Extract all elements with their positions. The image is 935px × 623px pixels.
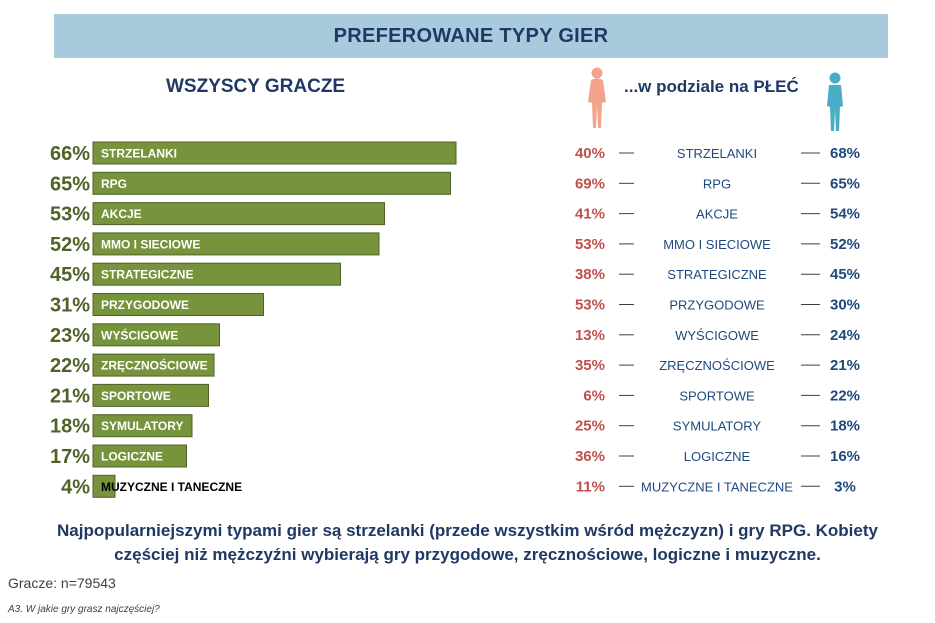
bar-value-label: 31%	[50, 295, 90, 317]
male-value: 65%	[830, 175, 860, 192]
female-value: 69%	[575, 175, 605, 192]
survey-question-note: A3. W jakie gry grasz najczęściej?	[8, 604, 160, 615]
table-category-label: MMO I SIECIOWE	[663, 237, 771, 252]
bar-value-label: 18%	[50, 416, 90, 438]
page-title: PREFEROWANE TYPY GIER	[333, 24, 609, 47]
table-category-label: SYMULATORY	[673, 419, 761, 434]
male-value: 16%	[830, 448, 860, 465]
bar-category-label: SPORTOWE	[101, 389, 171, 403]
female-value: 40%	[575, 145, 605, 162]
female-value: 36%	[575, 448, 605, 465]
table-category-label: ZRĘCZNOŚCIOWE	[659, 358, 775, 373]
female-value: 53%	[575, 236, 605, 253]
table-category-label: STRZELANKI	[677, 146, 757, 161]
female-value: 53%	[575, 297, 605, 314]
bar-value-label: 66%	[50, 143, 90, 165]
bar	[92, 232, 380, 256]
male-value: 52%	[830, 236, 860, 253]
bar	[92, 383, 209, 407]
bar-category-label: MMO I SIECIOWE	[101, 237, 200, 251]
right-chart-subtitle: ...w podziale na PŁEĆ	[624, 77, 799, 96]
bar-category-label: STRATEGICZNE	[101, 268, 193, 282]
bar	[92, 474, 116, 498]
table-category-label: LOGICZNE	[684, 449, 751, 464]
bar-category-label: AKCJE	[101, 207, 142, 221]
bar-value-label: 23%	[50, 325, 90, 347]
female-value: 6%	[583, 387, 605, 404]
bar	[92, 414, 193, 438]
bar-value-label: 22%	[50, 355, 90, 377]
bar-category-label: ZRĘCZNOŚCIOWE	[101, 358, 208, 373]
male-silhouette-icon	[827, 72, 843, 131]
male-value: 3%	[834, 478, 856, 495]
male-value: 54%	[830, 206, 860, 223]
table-category-label: AKCJE	[696, 207, 738, 222]
bar	[92, 293, 264, 316]
female-value: 13%	[575, 327, 605, 344]
female-silhouette-icon	[588, 67, 606, 128]
bar	[92, 171, 451, 195]
bar-value-label: 52%	[50, 234, 90, 256]
table-category-label: WYŚCIGOWE	[675, 328, 759, 343]
bar-category-label: SYMULATORY	[101, 419, 183, 433]
gender-comparison-table: 40% STRZELANKI 68% 69% RPG 65% 41% AKCJE 54% 53% M…	[575, 145, 860, 495]
male-value: 30%	[830, 297, 860, 314]
bar-value-label: 4%	[61, 476, 90, 498]
female-value: 25%	[575, 418, 605, 435]
bar	[92, 262, 341, 286]
title-banner: PREFEROWANE TYPY GIER	[54, 14, 888, 58]
male-value: 21%	[830, 357, 860, 374]
table-category-label: SPORTOWE	[679, 388, 755, 403]
table-category-label: STRATEGICZNE	[667, 267, 767, 282]
table-category-label: PRZYGODOWE	[669, 298, 765, 313]
table-category-label: RPG	[703, 176, 731, 191]
female-value: 38%	[575, 266, 605, 283]
bar-category-label: LOGICZNE	[101, 450, 163, 464]
footer-summary-line-2: częściej niż mężczyźni wybierają gry prz…	[114, 545, 821, 564]
bar-category-label: WYŚCIGOWE	[101, 327, 178, 342]
male-value: 24%	[830, 327, 860, 344]
bar	[92, 202, 385, 226]
male-value: 22%	[830, 387, 860, 404]
footer-summary-line-1: Najpopularniejszymi typami gier są strze…	[57, 521, 878, 540]
bar-category-label: MUZYCZNE I TANECZNE	[101, 480, 242, 494]
female-value: 35%	[575, 357, 605, 374]
bar-value-label: 65%	[50, 173, 90, 195]
bar-value-label: 53%	[50, 204, 90, 226]
bar-value-label: 17%	[50, 446, 90, 468]
male-value: 18%	[830, 418, 860, 435]
table-category-label: MUZYCZNE I TANECZNE	[641, 479, 793, 494]
male-value: 45%	[830, 266, 860, 283]
sample-size-note: Gracze: n=79543	[8, 575, 116, 591]
bar-category-label: PRZYGODOWE	[101, 298, 189, 312]
bar	[92, 141, 457, 165]
male-value: 68%	[830, 145, 860, 162]
bar-value-label: 21%	[50, 385, 90, 407]
bar-category-label: STRZELANKI	[101, 147, 177, 161]
female-value: 11%	[576, 478, 605, 495]
bar	[92, 323, 220, 347]
left-bar-chart: 66% STRZELANKI 65% RPG 53% AKCJE 52% MMO I SIEC…	[50, 141, 457, 498]
female-value: 41%	[575, 206, 605, 223]
bar	[92, 444, 187, 468]
bar-value-label: 45%	[50, 264, 90, 286]
bar-category-label: RPG	[101, 177, 127, 191]
left-chart-subtitle: WSZYSCY GRACZE	[166, 76, 346, 97]
bar	[92, 353, 215, 377]
